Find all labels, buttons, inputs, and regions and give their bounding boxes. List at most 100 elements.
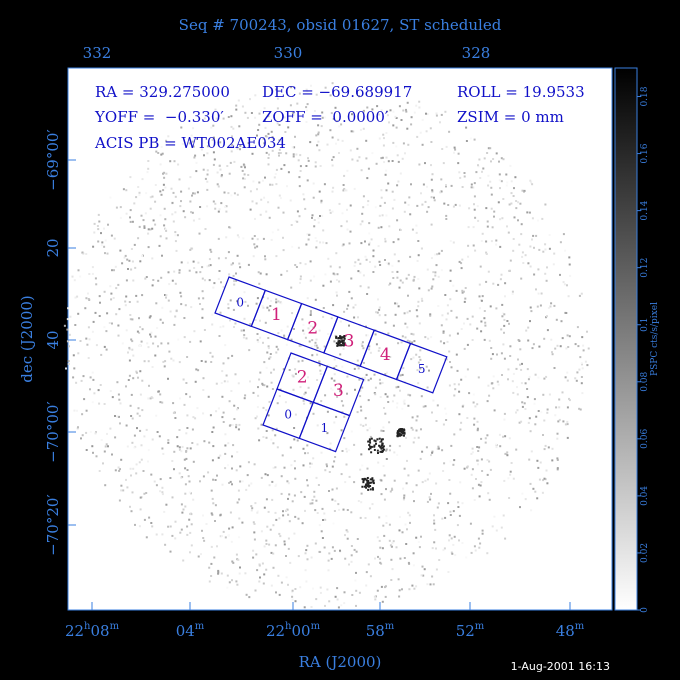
pixel — [453, 394, 456, 397]
pixel — [230, 150, 233, 153]
pixel — [402, 400, 405, 403]
pixel — [328, 209, 331, 212]
pixel — [463, 322, 465, 325]
pixel — [356, 411, 359, 414]
pixel — [519, 363, 522, 366]
pixel — [229, 511, 232, 514]
pixel — [185, 393, 188, 396]
pixel — [134, 266, 137, 269]
pixel — [152, 219, 155, 222]
pixel — [248, 349, 251, 352]
pixel — [429, 583, 432, 586]
tick-part: 22 — [65, 622, 84, 640]
pixel — [315, 93, 318, 96]
pixel — [385, 458, 388, 460]
pixel — [421, 565, 424, 568]
pixel — [303, 332, 306, 335]
pixel — [520, 420, 523, 423]
pixel — [503, 412, 506, 415]
pixel — [531, 347, 534, 350]
pixel — [289, 561, 292, 564]
pixel — [167, 135, 170, 138]
pixel — [463, 290, 465, 293]
pixel — [185, 382, 188, 384]
pixel — [558, 406, 561, 409]
pixel — [316, 379, 319, 381]
pixel — [419, 358, 422, 361]
pixel — [574, 343, 577, 346]
pixel — [366, 203, 369, 206]
pixel — [203, 329, 206, 331]
pixel — [435, 112, 438, 115]
pixel — [244, 111, 247, 114]
pixel — [289, 199, 292, 202]
pixel — [103, 326, 106, 329]
pixel — [581, 392, 584, 395]
pixel — [290, 224, 293, 226]
pixel — [201, 529, 203, 532]
pixel — [105, 348, 108, 351]
pixel — [425, 446, 428, 449]
pixel — [88, 273, 91, 275]
source-pixel — [368, 444, 371, 447]
pixel — [397, 342, 400, 345]
pixel — [507, 368, 510, 371]
pixel — [382, 524, 385, 527]
pixel — [147, 160, 150, 162]
pixel — [406, 127, 409, 130]
pixel — [422, 574, 425, 577]
pixel — [335, 291, 338, 294]
pixel — [412, 278, 415, 281]
pixel — [423, 568, 426, 571]
pixel — [355, 571, 357, 574]
pixel — [401, 281, 404, 284]
pixel — [102, 462, 104, 465]
pixel — [278, 395, 281, 398]
pixel — [500, 157, 503, 160]
pixel — [379, 441, 381, 443]
pixel — [73, 409, 76, 412]
pixel — [236, 300, 239, 303]
source-pixel — [380, 438, 383, 441]
pixel — [258, 580, 261, 583]
pixel — [210, 512, 213, 515]
pixel — [232, 444, 235, 447]
pixel — [111, 322, 113, 325]
pixel — [382, 133, 385, 136]
pixel — [249, 380, 251, 383]
pixel — [317, 217, 320, 220]
pixel — [165, 503, 168, 506]
image-noise — [63, 82, 590, 609]
pixel — [376, 536, 379, 539]
pixel — [546, 482, 549, 485]
pixel — [408, 196, 411, 199]
pixel — [431, 285, 434, 288]
pixel — [465, 140, 468, 142]
pixel — [219, 514, 222, 517]
pixel — [173, 323, 176, 326]
tick-part: h — [84, 621, 91, 632]
pixel — [235, 580, 238, 583]
pixel — [247, 461, 250, 464]
pixel — [293, 427, 296, 429]
pixel — [368, 348, 371, 351]
pixel — [490, 160, 492, 163]
pixel — [521, 492, 524, 495]
pixel — [280, 492, 283, 495]
pixel — [319, 372, 322, 375]
pixel — [256, 238, 259, 241]
pixel — [473, 203, 475, 206]
pixel — [509, 355, 512, 357]
pixel — [277, 332, 280, 335]
pixel — [261, 305, 264, 308]
pixel — [87, 298, 90, 300]
pixel — [378, 308, 381, 311]
pixel — [197, 297, 200, 300]
pixel — [486, 400, 489, 403]
pixel — [387, 262, 390, 265]
pixel — [396, 453, 399, 456]
pixel — [299, 170, 302, 172]
pixel — [197, 261, 200, 264]
pixel — [264, 255, 266, 258]
pixel — [109, 285, 112, 288]
